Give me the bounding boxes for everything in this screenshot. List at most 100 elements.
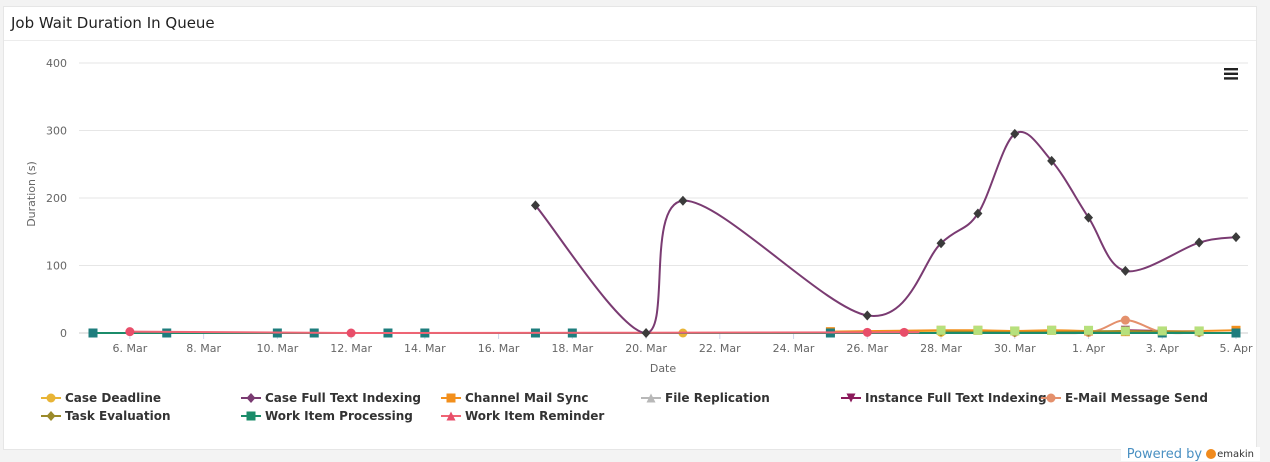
y-tick-label: 200 <box>46 192 67 205</box>
data-point <box>1120 265 1130 276</box>
data-point <box>1231 232 1241 243</box>
legend-marker <box>246 411 256 421</box>
data-point <box>1120 315 1130 325</box>
legend-item[interactable]: Task Evaluation <box>40 407 240 425</box>
data-point <box>1194 237 1204 248</box>
legend-label: Work Item Processing <box>265 409 413 423</box>
legend-item[interactable]: Instance Full Text Indexing <box>840 389 1047 407</box>
axis-layer: Duration (s) Date 0 100 200 300 400 6. Mar 8. … <box>25 57 1253 375</box>
extra-markers <box>936 325 1204 336</box>
x-tick-label: 12. Mar <box>330 342 372 355</box>
data-point <box>936 238 946 249</box>
chart-svg: Duration (s) Date 0 100 200 300 400 6. Mar 8. … <box>25 57 1253 375</box>
card-header: Job Wait Duration In Queue <box>4 7 1256 41</box>
data-point <box>1010 128 1020 139</box>
legend-marker <box>1046 393 1056 403</box>
legend-symbol-icon <box>41 393 61 403</box>
legend-marker <box>646 393 656 403</box>
legend-item[interactable]: Work Item Processing <box>240 407 440 425</box>
legend-label: File Replication <box>665 391 770 405</box>
legend-label: Case Full Text Indexing <box>265 391 422 405</box>
legend-marker <box>446 393 456 403</box>
legend-item[interactable]: Channel Mail Sync <box>440 389 640 407</box>
x-tick-label: 16. Mar <box>478 342 520 355</box>
legend-label: Instance Full Text Indexing <box>865 391 1047 405</box>
x-tick-label: 18. Mar <box>551 342 593 355</box>
data-point <box>641 328 651 338</box>
x-tick-label: 10. Mar <box>256 342 298 355</box>
legend-marker <box>46 393 56 403</box>
legend-symbol-icon <box>841 393 861 403</box>
legend-symbol-icon <box>1041 393 1061 403</box>
y-tick-label: 400 <box>46 57 67 70</box>
data-point <box>1194 326 1204 336</box>
x-tick-label: 3. Apr <box>1146 342 1179 355</box>
data-point <box>1010 326 1020 336</box>
page-title: Job Wait Duration In Queue <box>11 14 215 32</box>
data-point <box>162 328 172 338</box>
x-tick-label: 14. Mar <box>404 342 446 355</box>
grid-layer <box>79 62 1248 334</box>
series-line <box>129 330 920 335</box>
x-tick-label: 30. Mar <box>994 342 1036 355</box>
legend-symbol-icon <box>441 411 461 421</box>
series-work-item-reminder <box>125 327 920 338</box>
x-tick-label: 26. Mar <box>846 342 888 355</box>
data-point <box>530 200 540 211</box>
data-point <box>1231 328 1241 338</box>
chart-legend: Case Deadline Case Full Text Indexing Chan… <box>40 389 1250 425</box>
data-point <box>125 327 135 337</box>
data-point <box>973 325 983 335</box>
x-tick-label: 24. Mar <box>773 342 815 355</box>
legend-label: E-Mail Message Send <box>1065 391 1208 405</box>
data-point <box>973 208 983 219</box>
data-point <box>346 328 356 338</box>
data-point <box>1084 212 1094 223</box>
legend-item[interactable]: E-Mail Message Send <box>1040 389 1240 407</box>
data-point <box>1157 326 1167 336</box>
data-point <box>862 310 872 321</box>
data-point <box>1120 326 1130 336</box>
emakin-logo-icon <box>1206 449 1217 459</box>
y-tick-label: 300 <box>46 125 67 138</box>
legend-label: Work Item Reminder <box>465 409 605 423</box>
x-tick-label: 22. Mar <box>699 342 741 355</box>
legend-item[interactable]: File Replication <box>640 389 840 407</box>
chart-menu-button[interactable] <box>1223 67 1239 81</box>
legend-symbol-icon <box>641 393 661 403</box>
y-axis-title: Duration (s) <box>25 161 38 227</box>
chart-card: Job Wait Duration In Queue Duration (s) … <box>3 6 1257 450</box>
data-point <box>862 327 872 337</box>
brand-name: emakin <box>1217 448 1254 460</box>
legend-marker <box>46 411 56 421</box>
y-tick-label: 0 <box>60 327 67 340</box>
x-tick-label: 1. Apr <box>1072 342 1105 355</box>
legend-symbol-icon <box>241 393 261 403</box>
powered-by-label: Powered by <box>1126 446 1203 462</box>
legend-symbol-icon <box>41 411 61 421</box>
legend-marker <box>446 411 456 421</box>
data-point <box>1047 155 1057 166</box>
x-tick-label: 6. Mar <box>112 342 147 355</box>
data-point <box>1047 325 1057 335</box>
y-tick-label: 100 <box>46 260 67 273</box>
legend-marker <box>846 393 856 403</box>
data-point <box>899 327 909 337</box>
legend-label: Task Evaluation <box>65 409 171 423</box>
legend-symbol-icon <box>441 393 461 403</box>
series-case-full-text-indexing <box>530 128 1241 338</box>
series-line <box>534 130 1237 335</box>
data-point <box>1084 325 1094 335</box>
legend-item[interactable]: Case Deadline <box>40 389 240 407</box>
powered-by-badge[interactable]: Powered by emakin <box>1120 446 1260 462</box>
data-point <box>88 328 98 338</box>
data-point <box>678 195 688 206</box>
x-tick-label: 20. Mar <box>625 342 667 355</box>
data-point <box>936 325 946 335</box>
legend-label: Channel Mail Sync <box>465 391 589 405</box>
x-axis-title: Date <box>650 362 677 375</box>
legend-item[interactable]: Case Full Text Indexing <box>240 389 440 407</box>
legend-marker <box>246 393 256 403</box>
legend-item[interactable]: Work Item Reminder <box>440 407 640 425</box>
legend-symbol-icon <box>241 411 261 421</box>
